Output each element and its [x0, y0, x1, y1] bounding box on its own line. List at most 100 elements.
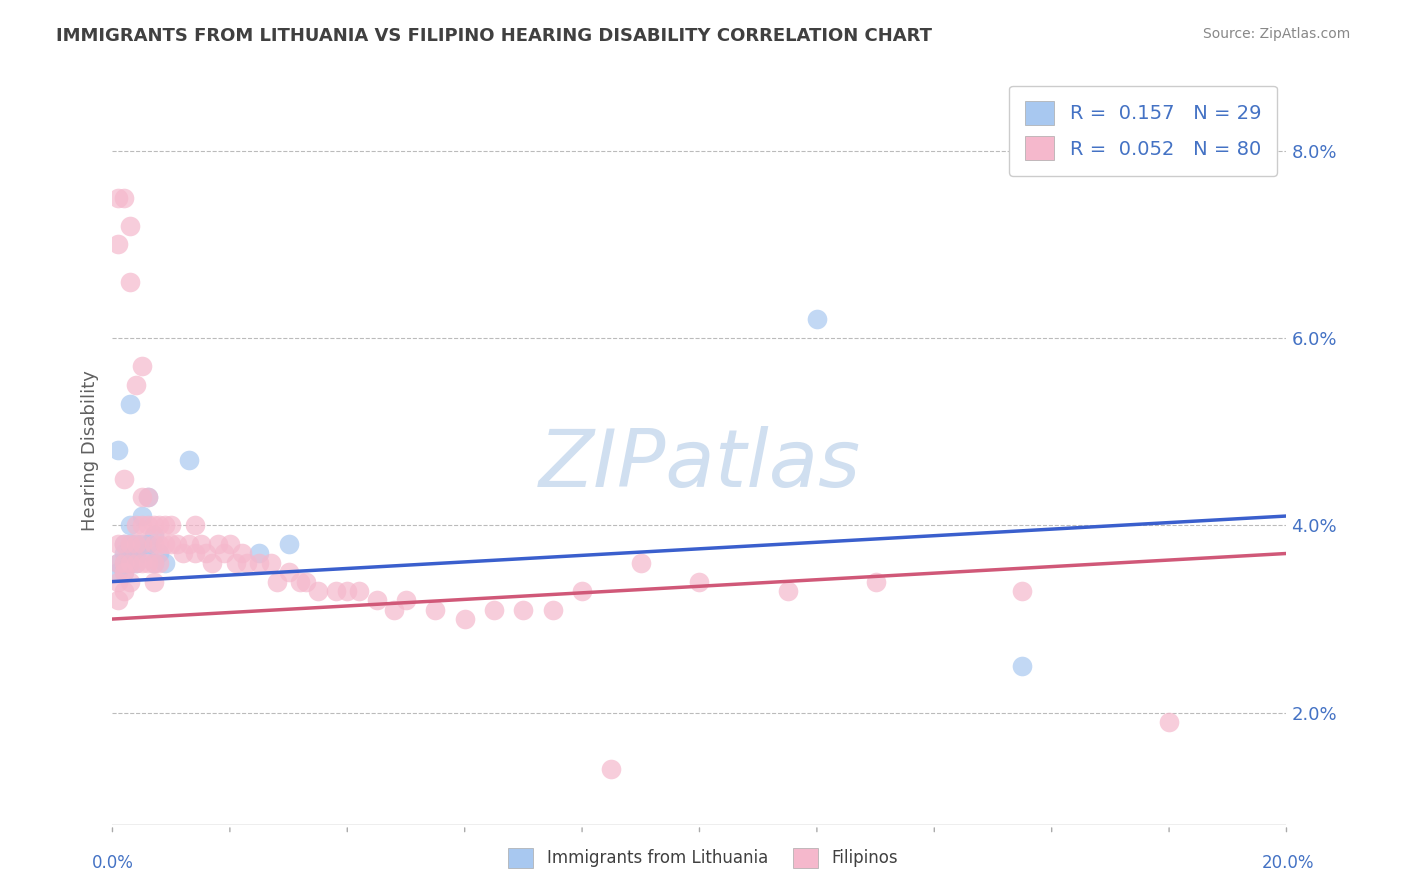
- Point: [125, 556, 148, 570]
- Point: [120, 275, 142, 289]
- Point: [155, 556, 177, 570]
- Point: [142, 518, 165, 533]
- Point: [125, 518, 148, 533]
- Point: [120, 219, 142, 233]
- Point: [225, 556, 247, 570]
- Point: [112, 537, 135, 551]
- Point: [131, 537, 153, 551]
- Point: [148, 518, 170, 533]
- Point: [107, 556, 129, 570]
- Point: [112, 566, 135, 580]
- Point: [806, 312, 828, 326]
- Point: [482, 603, 505, 617]
- Point: [125, 556, 148, 570]
- Point: [347, 583, 370, 598]
- Point: [107, 574, 129, 589]
- Point: [231, 546, 253, 561]
- Point: [290, 574, 312, 589]
- Point: [120, 537, 142, 551]
- Text: 0.0%: 0.0%: [91, 855, 134, 872]
- Point: [107, 537, 129, 551]
- Text: IMMIGRANTS FROM LITHUANIA VS FILIPINO HEARING DISABILITY CORRELATION CHART: IMMIGRANTS FROM LITHUANIA VS FILIPINO HE…: [56, 27, 932, 45]
- Point: [277, 566, 299, 580]
- Point: [325, 583, 347, 598]
- Point: [148, 537, 170, 551]
- Point: [136, 537, 159, 551]
- Point: [136, 491, 159, 505]
- Legend: Immigrants from Lithuania, Filipinos: Immigrants from Lithuania, Filipinos: [502, 841, 904, 875]
- Y-axis label: Hearing Disability: Hearing Disability: [80, 370, 98, 531]
- Point: [125, 537, 148, 551]
- Point: [336, 583, 359, 598]
- Point: [142, 574, 165, 589]
- Point: [148, 546, 170, 561]
- Point: [295, 574, 318, 589]
- Point: [112, 556, 135, 570]
- Point: [112, 546, 135, 561]
- Point: [266, 574, 288, 589]
- Point: [125, 546, 148, 561]
- Point: [120, 546, 142, 561]
- Point: [112, 583, 135, 598]
- Point: [512, 603, 534, 617]
- Point: [107, 237, 129, 252]
- Point: [160, 518, 183, 533]
- Point: [136, 491, 159, 505]
- Point: [207, 537, 229, 551]
- Point: [131, 491, 153, 505]
- Text: ZIPatlas: ZIPatlas: [538, 426, 860, 505]
- Point: [131, 537, 153, 551]
- Point: [160, 537, 183, 551]
- Point: [177, 537, 200, 551]
- Point: [260, 556, 283, 570]
- Point: [382, 603, 405, 617]
- Point: [107, 190, 129, 204]
- Point: [120, 537, 142, 551]
- Point: [112, 190, 135, 204]
- Point: [107, 593, 129, 607]
- Point: [131, 508, 153, 523]
- Point: [630, 556, 652, 570]
- Point: [395, 593, 418, 607]
- Point: [571, 583, 593, 598]
- Point: [107, 556, 129, 570]
- Point: [247, 556, 270, 570]
- Point: [865, 574, 887, 589]
- Point: [776, 583, 799, 598]
- Point: [453, 612, 475, 626]
- Point: [600, 762, 623, 776]
- Point: [125, 378, 148, 392]
- Point: [112, 556, 135, 570]
- Point: [120, 396, 142, 410]
- Point: [142, 528, 165, 542]
- Point: [125, 537, 148, 551]
- Point: [689, 574, 711, 589]
- Point: [366, 593, 388, 607]
- Text: 20.0%: 20.0%: [1263, 855, 1315, 872]
- Point: [112, 471, 135, 485]
- Point: [155, 537, 177, 551]
- Point: [131, 556, 153, 570]
- Point: [112, 566, 135, 580]
- Point: [120, 556, 142, 570]
- Point: [212, 546, 235, 561]
- Point: [177, 452, 200, 467]
- Point: [277, 537, 299, 551]
- Point: [142, 556, 165, 570]
- Point: [131, 359, 153, 373]
- Point: [136, 556, 159, 570]
- Point: [425, 603, 447, 617]
- Point: [236, 556, 259, 570]
- Point: [172, 546, 194, 561]
- Point: [112, 537, 135, 551]
- Point: [1011, 658, 1033, 673]
- Point: [107, 566, 129, 580]
- Point: [155, 518, 177, 533]
- Legend: R =  0.157   N = 29, R =  0.052   N = 80: R = 0.157 N = 29, R = 0.052 N = 80: [1010, 86, 1277, 176]
- Point: [183, 518, 205, 533]
- Point: [195, 546, 218, 561]
- Text: Source: ZipAtlas.com: Source: ZipAtlas.com: [1202, 27, 1350, 41]
- Point: [120, 518, 142, 533]
- Point: [120, 556, 142, 570]
- Point: [136, 518, 159, 533]
